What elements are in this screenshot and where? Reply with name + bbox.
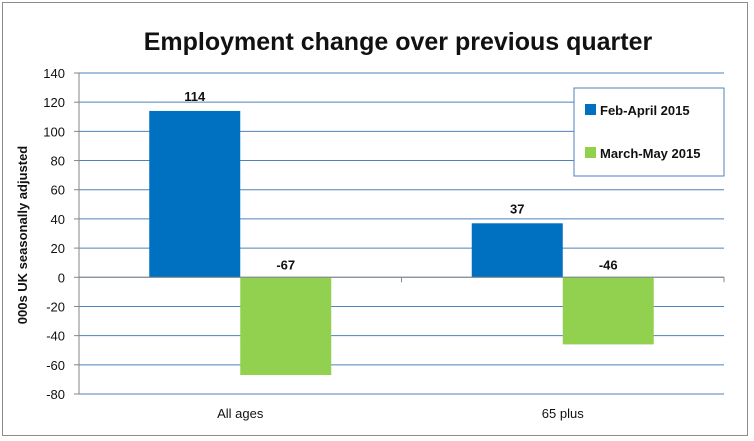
chart-title: Employment change over previous quarter [144, 28, 653, 56]
y-tick-label: 0 [58, 270, 65, 285]
data-label: -67 [276, 257, 295, 272]
x-tick-label: 65 plus [542, 406, 584, 421]
y-tick-label: 140 [43, 66, 65, 81]
y-tick-label: 60 [51, 183, 65, 198]
bar-march-may-2015 [562, 277, 654, 345]
y-tick-label: -60 [46, 358, 65, 373]
bars [149, 110, 654, 376]
legend-swatch [585, 104, 596, 115]
y-tick-label: 80 [51, 154, 65, 169]
y-tick-label: 100 [43, 124, 65, 139]
legend-swatch [585, 147, 596, 158]
legend: Feb-April 2015 March-May 2015 [573, 87, 725, 177]
legend-box [573, 87, 725, 177]
y-axis-label: 000s UK seasonally adjusted [15, 146, 30, 325]
bar-march-may-2015 [240, 277, 332, 376]
x-tick-label: All ages [217, 406, 264, 421]
y-tick-label: -80 [46, 387, 65, 402]
legend-label: Feb-April 2015 [600, 103, 690, 118]
bar-feb-april-2015 [149, 110, 241, 278]
data-label: 114 [184, 89, 206, 104]
gridlines [79, 72, 724, 395]
data-label: -46 [599, 257, 618, 272]
y-tick-label: 40 [51, 212, 65, 227]
y-tick-label: 120 [43, 95, 65, 110]
legend-label: March-May 2015 [600, 146, 700, 161]
y-tick-label: 20 [51, 241, 65, 256]
y-tick-label: -40 [46, 329, 65, 344]
bar-feb-april-2015 [471, 223, 563, 278]
axes [74, 72, 725, 395]
y-tick-label: -20 [46, 299, 65, 314]
labels: 140 120 100 80 60 40 20 0 -20 -40 -60 -80 114 -67 All … [43, 66, 617, 421]
data-label: 37 [510, 201, 524, 216]
